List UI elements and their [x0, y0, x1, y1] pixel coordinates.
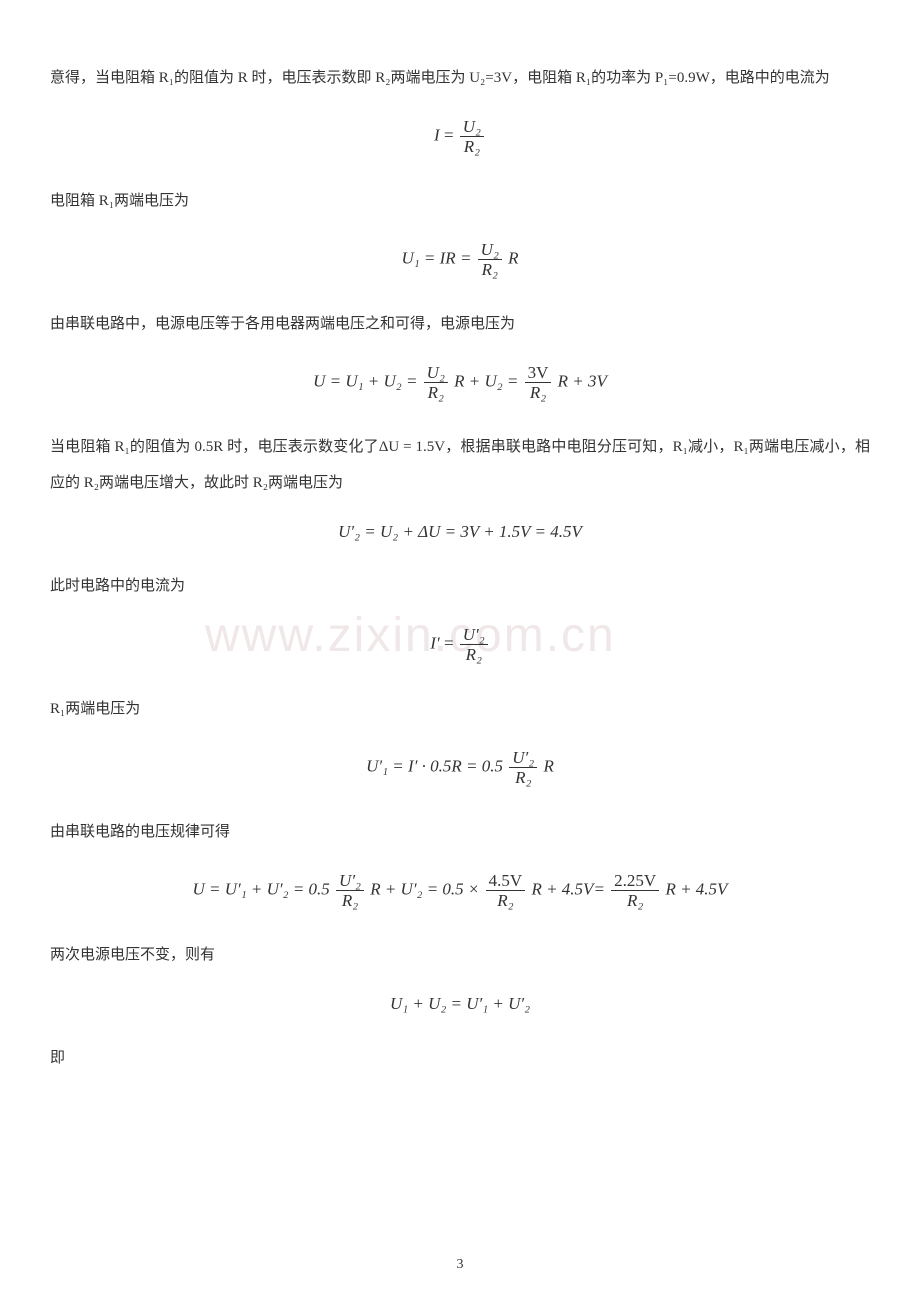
paragraph-8: 两次电源电压不变，则有 — [50, 937, 870, 973]
paragraph-7: 由串联电路的电压规律可得 — [50, 814, 870, 850]
paragraph-5: 此时电路中的电流为 — [50, 568, 870, 604]
formula-6: U′₁ = I′ · 0.5R = 0.5 U′₂ R₂ R — [50, 749, 870, 786]
formula-5: I′ = U′₂ R₂ — [50, 626, 870, 663]
paragraph-9: 即 — [50, 1040, 870, 1076]
paragraph-3: 由串联电路中，电源电压等于各用电器两端电压之和可得，电源电压为 — [50, 306, 870, 342]
formula-1: I = U₂ R₂ — [50, 118, 870, 155]
document-body: 意得，当电阻箱 R₁的阻值为 R 时，电压表示数即 R₂两端电压为 U₂=3V，… — [50, 60, 870, 1076]
formula-4: U′₂ = U₂ + ΔU = 3V + 1.5V = 4.5V — [50, 523, 870, 540]
formula-3: U = U₁ + U₂ = U₂ R₂ R + U₂ = 3V R₂ R + 3… — [50, 364, 870, 401]
paragraph-6: R₁两端电压为 — [50, 691, 870, 727]
formula-7: U = U′₁ + U′₂ = 0.5 U′₂ R₂ R + U′₂ = 0.5… — [50, 872, 870, 909]
paragraph-1: 意得，当电阻箱 R₁的阻值为 R 时，电压表示数即 R₂两端电压为 U₂=3V，… — [50, 60, 870, 96]
formula-8: U₁ + U₂ = U′₁ + U′₂ — [50, 995, 870, 1012]
page-number: 3 — [0, 1257, 920, 1273]
paragraph-4: 当电阻箱 R₁的阻值为 0.5R 时，电压表示数变化了ΔU = 1.5V，根据串… — [50, 429, 870, 501]
paragraph-2: 电阻箱 R₁两端电压为 — [50, 183, 870, 219]
formula-2: U₁ = IR = U₂ R₂ R — [50, 241, 870, 278]
